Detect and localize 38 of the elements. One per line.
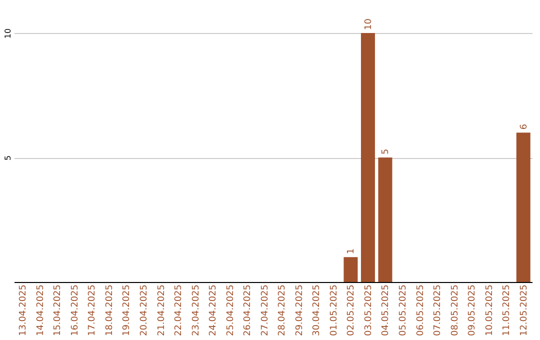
data-label: 5 <box>381 148 392 154</box>
x-tick-label: 10.05.2025 <box>484 284 495 336</box>
x-tick-label: 16.04.2025 <box>70 284 80 336</box>
x-tick-label: 25.04.2025 <box>226 284 236 336</box>
bar <box>516 132 530 282</box>
x-tick-label: 02.05.2025 <box>346 284 357 336</box>
x-tick-label: 24.04.2025 <box>208 284 219 336</box>
x-tick-label: 26.04.2025 <box>243 284 254 336</box>
x-tick-label: 14.04.2025 <box>36 284 46 336</box>
data-label: 1 <box>346 248 357 254</box>
x-tick-label: 21.04.2025 <box>156 284 167 336</box>
x-tick-label: 17.04.2025 <box>88 284 98 336</box>
x-tick-label: 13.04.2025 <box>18 284 29 336</box>
x-tick-label: 12.05.2025 <box>519 284 530 336</box>
x-tick-label: 04.05.2025 <box>381 284 392 336</box>
x-tick-label: 27.04.2025 <box>260 284 270 336</box>
bar <box>360 33 375 282</box>
data-label: 6 <box>519 124 530 130</box>
x-tick-label: 09.05.2025 <box>468 284 478 336</box>
x-tick-label: 23.04.2025 <box>191 284 202 336</box>
x-tick-label: 01.05.2025 <box>329 284 340 336</box>
x-tick-label: 18.04.2025 <box>104 284 115 336</box>
x-tick-label: 30.04.2025 <box>312 284 322 336</box>
x-tick-label: 06.05.2025 <box>416 284 426 336</box>
x-tick-label: 29.04.2025 <box>294 284 305 336</box>
bar <box>344 257 358 282</box>
bar <box>378 158 392 282</box>
x-tick-label: 07.05.2025 <box>433 284 444 336</box>
x-tick-label: 05.05.2025 <box>398 284 408 336</box>
x-tick-label: 11.05.2025 <box>502 284 512 336</box>
x-tick-label: 20.04.2025 <box>140 284 150 336</box>
x-tick-label: 19.04.2025 <box>122 284 132 336</box>
x-tick-label: 28.04.2025 <box>278 284 288 336</box>
data-label: 10 <box>364 18 374 30</box>
x-tick-label: 15.04.2025 <box>53 284 64 336</box>
x-tick-label: 03.05.2025 <box>364 284 374 336</box>
x-tick-label: 08.05.2025 <box>450 284 460 336</box>
x-tick-label: 22.04.2025 <box>174 284 184 336</box>
